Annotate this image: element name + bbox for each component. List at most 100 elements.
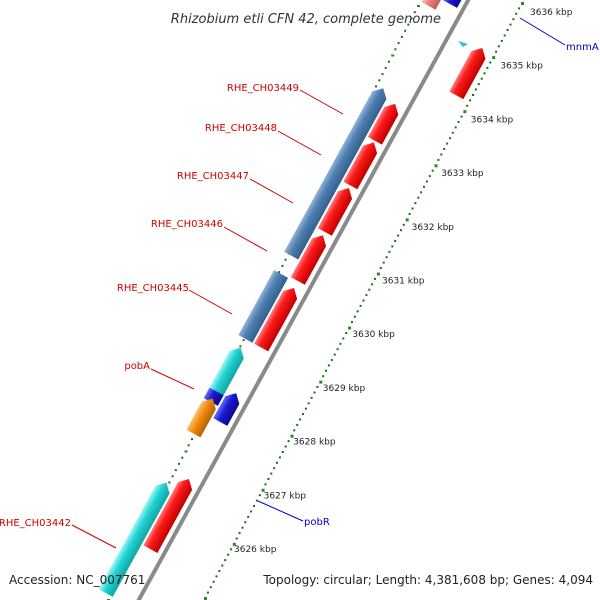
- inner-tick: [168, 481, 171, 484]
- minor-tick: [339, 342, 342, 345]
- minor-tick: [431, 169, 434, 172]
- inner-tick: [181, 456, 184, 459]
- minor-tick: [480, 77, 483, 80]
- minor-tick: [250, 510, 253, 513]
- gene-arrow-rhe_ch03445[interactable]: [290, 232, 330, 285]
- minor-tick: [414, 202, 417, 205]
- minor-tick: [287, 440, 290, 443]
- gene-label-pobA[interactable]: pobA: [124, 361, 150, 372]
- minor-tick: [235, 537, 238, 540]
- minor-tick: [474, 88, 477, 91]
- minor-tick: [345, 332, 348, 334]
- minor-tick: [437, 158, 440, 161]
- minor-tick: [472, 94, 474, 96]
- gene-label-pobR[interactable]: pobR: [304, 517, 330, 528]
- minor-tick: [356, 310, 359, 313]
- inner-tick: [174, 469, 177, 472]
- tick-label: 3635 kbp: [500, 62, 543, 72]
- tick-label: 3633 kbp: [441, 169, 484, 179]
- gene-label-rhe_ch03446[interactable]: RHE_CH03446: [151, 219, 223, 230]
- gene-box-rhe_ch03442[interactable]: [98, 479, 174, 597]
- gene-label-mnmA[interactable]: mnmA: [566, 42, 599, 53]
- major-tick: [492, 56, 496, 60]
- gene-box-rhe_ch03445[interactable]: [238, 270, 289, 343]
- gene-arrow-rhe_ch03446[interactable]: [317, 184, 356, 236]
- minor-tick: [515, 12, 518, 15]
- gene-label-rhe_ch03447[interactable]: RHE_CH03447: [177, 171, 249, 182]
- minor-tick: [457, 121, 460, 123]
- minor-tick: [500, 39, 503, 42]
- gene-arrow-rhe_ch03442[interactable]: [143, 475, 196, 553]
- minor-tick: [258, 494, 261, 497]
- minor-tick: [247, 515, 250, 518]
- tick-track: [204, 2, 524, 600]
- minor-tick: [495, 50, 498, 53]
- minor-tick: [400, 229, 402, 232]
- gene-label-rhe_ch03445[interactable]: RHE_CH03445: [117, 283, 189, 294]
- gene-arrow-rhe_ch03448[interactable]: [367, 100, 402, 145]
- inner-tick: [284, 258, 287, 261]
- minor-tick: [451, 131, 454, 134]
- minor-tick: [397, 234, 400, 237]
- gene-arrow-rhe_ch03449[interactable]: [449, 44, 489, 100]
- label-leaders: [71, 17, 566, 549]
- minor-tick: [460, 115, 463, 118]
- minor-tick: [302, 413, 304, 416]
- tick-label: 3631 kbp: [382, 277, 425, 287]
- minor-tick: [227, 553, 230, 556]
- gene-box-pobR[interactable]: [186, 395, 219, 438]
- gene-arrow-rhe_ch03447[interactable]: [343, 139, 381, 190]
- minor-tick: [307, 402, 310, 405]
- inner-tick: [384, 66, 387, 69]
- minor-tick: [304, 407, 307, 410]
- minor-tick: [518, 7, 521, 10]
- minor-tick: [273, 467, 276, 470]
- gene-label-rhe_ch03448[interactable]: RHE_CH03448: [205, 123, 277, 134]
- minor-tick: [483, 72, 486, 75]
- gene-arrow-blue-pobR[interactable]: [213, 389, 243, 426]
- genome-title: Rhizobium etli CFN 42, complete genome: [171, 12, 441, 27]
- inner-tick: [171, 475, 174, 478]
- minor-tick: [322, 375, 325, 378]
- minor-tick: [454, 126, 457, 129]
- inner-tick: [278, 271, 281, 274]
- inner-tick: [239, 345, 242, 348]
- minor-tick: [365, 294, 368, 297]
- major-tick: [204, 597, 207, 600]
- inner-tick: [391, 54, 395, 57]
- genome-summary-text: Topology: circular; Length: 4,381,608 bp…: [263, 573, 593, 587]
- tick-labels: 3626 kbp 3627 kbp 3628 kbp 3629 kbp 3630 kbp…: [234, 8, 573, 555]
- minor-tick: [477, 83, 480, 86]
- inner-tick: [281, 264, 284, 267]
- gene-arrow-pobA[interactable]: [254, 284, 301, 352]
- gene-box-rhe_ch03449[interactable]: [284, 84, 390, 260]
- gene-labels: RHE_CH03449 RHE_CH03448 RHE_CH03447 RHE_…: [0, 42, 599, 529]
- gene-label-rhe_ch03449[interactable]: RHE_CH03449: [227, 83, 299, 94]
- inner-tick: [178, 462, 180, 465]
- minor-tick: [270, 472, 273, 475]
- minor-tick: [497, 45, 500, 48]
- minor-tick: [218, 570, 221, 572]
- inner-tick: [381, 73, 384, 76]
- gene-label-rhe_ch03442[interactable]: RHE_CH03442: [0, 518, 71, 529]
- minor-tick: [411, 207, 414, 210]
- minor-tick: [440, 153, 443, 156]
- inner-tick: [191, 438, 193, 441]
- minor-tick: [284, 445, 287, 448]
- minor-tick: [368, 288, 371, 291]
- gene-features: [98, 0, 489, 597]
- minor-tick: [296, 423, 299, 426]
- gene-box-pobA-blue[interactable]: [203, 387, 224, 406]
- genome-backbone: [136, 0, 471, 600]
- minor-tick: [402, 223, 405, 226]
- minor-tick: [253, 505, 255, 507]
- tick-label: 3634 kbp: [471, 115, 514, 125]
- minor-tick: [420, 191, 423, 194]
- gene-box-pobA[interactable]: [204, 344, 248, 405]
- minor-tick: [359, 304, 362, 307]
- minor-tick: [371, 283, 374, 286]
- minor-tick: [267, 478, 270, 480]
- inner-tick: [407, 23, 410, 26]
- inner-tick: [417, 5, 420, 7]
- inner-tick: [400, 35, 403, 38]
